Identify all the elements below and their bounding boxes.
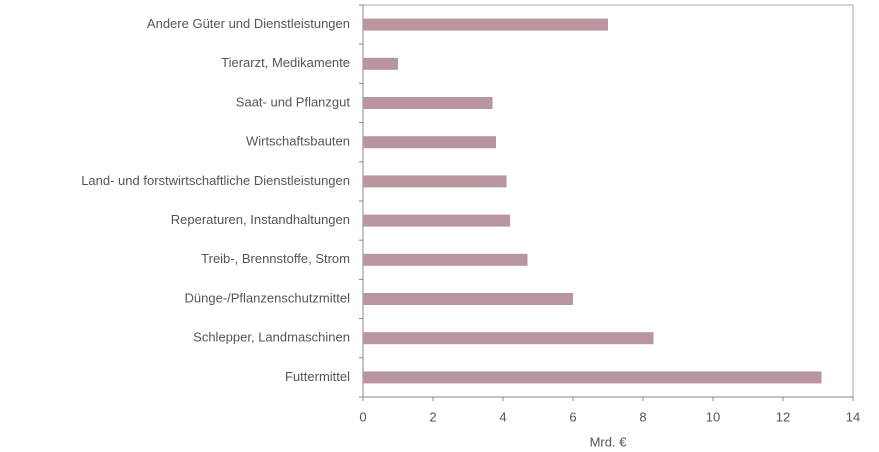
x-tick-label: 2 (429, 409, 436, 424)
y-tick-label: Treib-, Brennstoffe, Strom (201, 251, 350, 266)
x-tick-label: 6 (569, 409, 576, 424)
x-tick-label: 8 (639, 409, 646, 424)
y-tick-label: Tierarzt, Medikamente (221, 55, 350, 70)
x-tick-label: 4 (499, 409, 506, 424)
bar (363, 214, 510, 227)
x-axis-label: Mrd. € (590, 434, 628, 449)
bar (363, 175, 507, 188)
y-tick-label: Dünge-/Pflanzenschutzmittel (185, 290, 351, 305)
bar (363, 57, 398, 70)
y-tick-label: Reperaturen, Instandhaltungen (171, 212, 350, 227)
bar (363, 293, 573, 305)
y-tick-label: Andere Güter und Dienstleistungen (147, 16, 350, 31)
y-tick-label: Land- und forstwirtschaftliche Dienstlei… (81, 173, 350, 188)
x-tick-label: 12 (776, 409, 790, 424)
bar (363, 97, 493, 109)
y-tick-label: Schlepper, Landmaschinen (193, 330, 350, 345)
y-tick-label: Futtermittel (285, 369, 350, 384)
x-tick-label: 0 (359, 409, 366, 424)
y-tick-label: Saat- und Pflanzgut (236, 94, 351, 109)
bar (363, 253, 528, 266)
bar (363, 18, 608, 31)
y-tick-label: Wirtschaftsbauten (246, 134, 350, 149)
bar (363, 371, 822, 384)
x-tick-label: 10 (706, 409, 720, 424)
bar (363, 332, 654, 345)
x-tick-label: 14 (846, 409, 860, 424)
bar (363, 136, 496, 149)
